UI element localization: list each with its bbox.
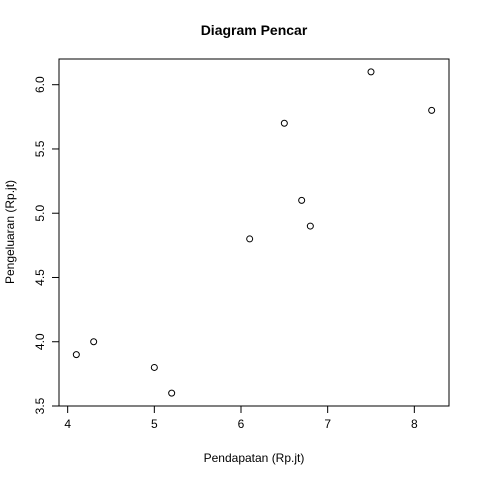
x-axis-label: Pendapatan (Rp.jt)	[204, 451, 305, 465]
scatter-point	[72, 351, 80, 359]
scatter-point	[150, 363, 158, 371]
y-tick-label: 6.0	[33, 76, 47, 93]
scatter-point	[306, 222, 314, 230]
x-tick-label: 6	[238, 417, 245, 431]
x-tick-label: 7	[324, 417, 331, 431]
x-tick-label: 5	[151, 417, 158, 431]
scatter-point	[90, 338, 98, 346]
scatter-point	[298, 196, 306, 204]
y-tick-label: 4.0	[33, 333, 47, 350]
y-tick-label: 5.5	[33, 140, 47, 157]
x-tick-label: 4	[64, 417, 71, 431]
x-axis: 4 5 6 7 8	[64, 405, 418, 431]
scatter-point	[168, 389, 176, 397]
scatter-point	[280, 119, 288, 127]
chart-title: Diagram Pencar	[201, 22, 308, 38]
scatter-point	[367, 68, 375, 76]
y-tick-label: 4.5	[33, 269, 47, 286]
y-axis-label: Pengeluaran (Rp.jt)	[3, 180, 17, 284]
scatter-point	[428, 106, 436, 114]
y-tick-label: 3.5	[33, 397, 47, 414]
data-points	[72, 68, 436, 397]
y-axis: 3.5 4.0 4.5 5.0 5.5 6.0	[33, 76, 60, 414]
x-tick-label: 8	[411, 417, 418, 431]
y-tick-label: 5.0	[33, 205, 47, 222]
scatter-point	[246, 235, 254, 243]
